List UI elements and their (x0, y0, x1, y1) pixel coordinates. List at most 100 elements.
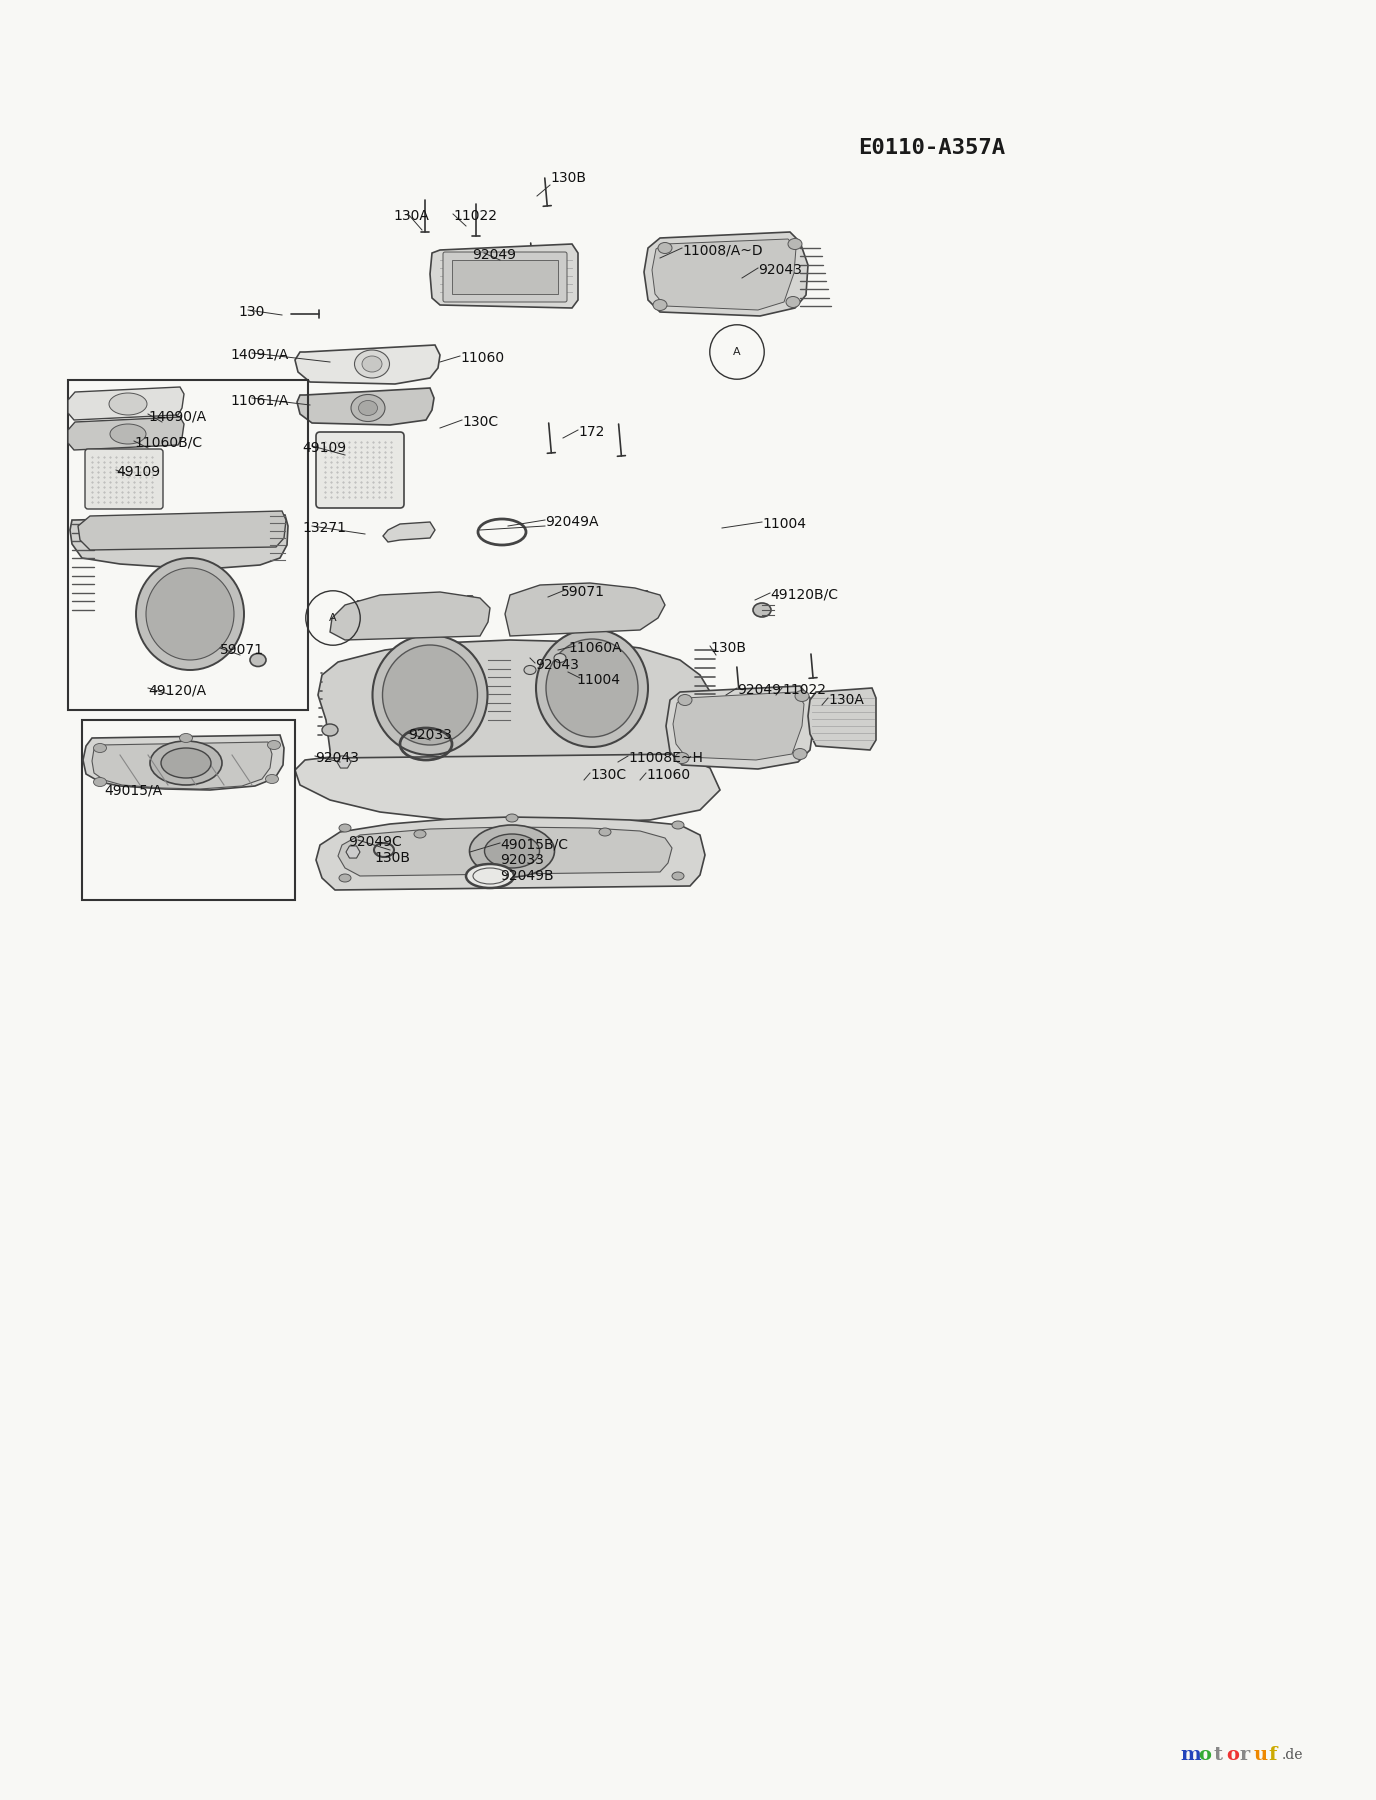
Ellipse shape (414, 830, 427, 839)
Polygon shape (640, 590, 649, 599)
Ellipse shape (146, 569, 234, 661)
Text: 49015/A: 49015/A (105, 783, 162, 797)
Ellipse shape (654, 299, 667, 310)
Text: 130C: 130C (590, 769, 626, 781)
Ellipse shape (671, 871, 684, 880)
FancyBboxPatch shape (85, 448, 162, 509)
Polygon shape (673, 691, 804, 760)
Text: A: A (329, 614, 337, 623)
Text: r: r (1240, 1746, 1251, 1764)
Text: 59071: 59071 (220, 643, 264, 657)
Ellipse shape (136, 558, 244, 670)
Text: 92043: 92043 (758, 263, 802, 277)
Text: 59071: 59071 (561, 585, 605, 599)
Ellipse shape (362, 356, 383, 373)
Polygon shape (70, 515, 288, 569)
Text: 11060B/C: 11060B/C (133, 436, 202, 450)
Text: 92033: 92033 (499, 853, 544, 868)
Ellipse shape (546, 639, 638, 736)
Text: u: u (1254, 1746, 1269, 1764)
Ellipse shape (506, 814, 517, 823)
Ellipse shape (793, 749, 806, 760)
Text: 92049C: 92049C (348, 835, 402, 850)
Text: E0110-A357A: E0110-A357A (859, 139, 1004, 158)
Text: 130C: 130C (462, 416, 498, 428)
Polygon shape (294, 742, 720, 823)
Text: 130B: 130B (550, 171, 586, 185)
Text: 11060A: 11060A (568, 641, 622, 655)
Text: .de: .de (1282, 1748, 1303, 1762)
Polygon shape (515, 594, 526, 603)
Ellipse shape (676, 752, 689, 763)
Polygon shape (644, 232, 808, 317)
Ellipse shape (359, 401, 377, 416)
Ellipse shape (355, 349, 389, 378)
Polygon shape (429, 245, 578, 308)
Text: 49109: 49109 (301, 441, 347, 455)
Bar (83, 720, 294, 900)
Text: 172: 172 (578, 425, 604, 439)
Ellipse shape (267, 740, 281, 749)
Text: 130A: 130A (828, 693, 864, 707)
Text: 14090/A: 14090/A (149, 409, 206, 423)
Text: 92049A: 92049A (545, 515, 599, 529)
Polygon shape (666, 686, 815, 769)
Ellipse shape (338, 824, 351, 832)
Text: 13271: 13271 (301, 520, 345, 535)
Text: 130B: 130B (374, 851, 410, 866)
Ellipse shape (788, 238, 802, 250)
Polygon shape (338, 826, 671, 877)
Polygon shape (67, 387, 184, 419)
Text: 130A: 130A (394, 209, 429, 223)
Polygon shape (294, 346, 440, 383)
Polygon shape (465, 596, 475, 605)
Ellipse shape (250, 653, 266, 666)
Text: 92049: 92049 (472, 248, 516, 263)
Ellipse shape (786, 297, 799, 308)
Ellipse shape (671, 821, 684, 830)
Text: A: A (733, 347, 740, 356)
Text: o: o (1198, 1746, 1211, 1764)
Text: 49109: 49109 (116, 464, 160, 479)
Text: 11004: 11004 (762, 517, 806, 531)
Text: 49120/A: 49120/A (149, 682, 206, 697)
Text: f: f (1269, 1746, 1277, 1764)
Text: 11022: 11022 (782, 682, 826, 697)
Polygon shape (67, 418, 184, 450)
Ellipse shape (351, 394, 385, 421)
Text: 49015B/C: 49015B/C (499, 839, 568, 851)
Ellipse shape (150, 742, 222, 785)
Polygon shape (505, 583, 665, 635)
Text: 92033: 92033 (409, 727, 451, 742)
FancyBboxPatch shape (316, 432, 405, 508)
Text: 92049: 92049 (738, 682, 782, 697)
Polygon shape (78, 511, 286, 551)
Text: m: m (1181, 1746, 1201, 1764)
Polygon shape (330, 592, 490, 641)
Ellipse shape (678, 695, 692, 706)
Text: 11022: 11022 (453, 209, 497, 223)
Polygon shape (355, 601, 365, 610)
Polygon shape (83, 734, 283, 790)
Ellipse shape (110, 425, 146, 445)
Text: 11060: 11060 (460, 351, 504, 365)
Ellipse shape (466, 864, 515, 887)
Ellipse shape (161, 749, 211, 778)
Ellipse shape (94, 743, 106, 752)
Ellipse shape (753, 603, 771, 617)
Text: 11004: 11004 (577, 673, 621, 688)
Polygon shape (345, 846, 361, 859)
Polygon shape (808, 688, 877, 751)
Ellipse shape (658, 243, 671, 254)
Text: o: o (1226, 1746, 1238, 1764)
Polygon shape (337, 756, 351, 769)
Ellipse shape (322, 724, 338, 736)
Polygon shape (92, 742, 272, 788)
Ellipse shape (555, 653, 566, 662)
Polygon shape (316, 817, 705, 889)
Polygon shape (652, 239, 795, 310)
Polygon shape (318, 641, 711, 758)
Text: 92049B: 92049B (499, 869, 553, 884)
Text: 49120B/C: 49120B/C (771, 589, 838, 601)
Text: 11008E~H: 11008E~H (627, 751, 703, 765)
